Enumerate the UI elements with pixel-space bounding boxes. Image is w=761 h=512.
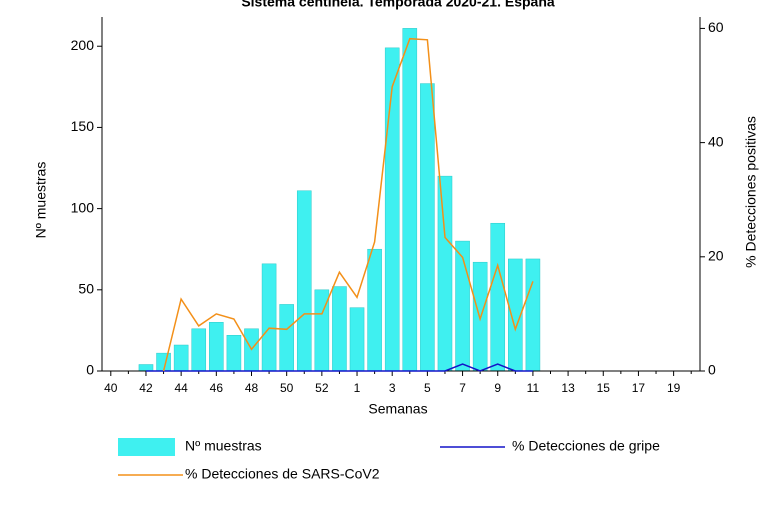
bar xyxy=(402,28,418,372)
y2-tick-label: 0 xyxy=(708,362,716,378)
bar xyxy=(525,258,541,372)
y-tick-label: 200 xyxy=(71,37,95,53)
line xyxy=(162,37,534,372)
bar xyxy=(332,286,347,372)
bar xyxy=(437,175,453,372)
x-tick-label: 42 xyxy=(139,381,153,395)
legend-label: % Detecciones de gripe xyxy=(512,438,660,454)
x-tick-label: 9 xyxy=(494,381,501,395)
bar xyxy=(455,240,470,372)
x-tick-label: 15 xyxy=(597,381,611,395)
bar xyxy=(490,222,506,372)
y-tick-label: 150 xyxy=(71,118,95,134)
legend-label: % Detecciones de SARS-CoV2 xyxy=(185,466,380,482)
line xyxy=(146,363,533,372)
x-axis-label: Semanas xyxy=(368,401,427,417)
x-tick-label: 46 xyxy=(210,381,224,395)
x-tick-label: 3 xyxy=(389,381,396,395)
x-tick-label: 19 xyxy=(667,381,681,395)
bar xyxy=(367,248,382,372)
bar xyxy=(279,304,294,372)
bar xyxy=(261,263,277,372)
x-tick-label: 40 xyxy=(104,381,118,395)
y2-tick-label: 60 xyxy=(708,19,724,35)
bar xyxy=(191,328,207,372)
chart-title: Sistema centinela. Temporada 2020-21. Es… xyxy=(241,0,555,10)
x-tick-label: 50 xyxy=(280,381,294,395)
y-tick-label: 0 xyxy=(86,362,94,378)
x-tick-label: 17 xyxy=(632,381,646,395)
x-tick-label: 48 xyxy=(245,381,259,395)
y2-tick-label: 40 xyxy=(708,133,724,149)
bar xyxy=(226,335,242,372)
y-axis-label: Nº muestras xyxy=(33,162,49,239)
bar xyxy=(209,322,224,372)
bar xyxy=(138,364,154,372)
y2-tick-label: 20 xyxy=(708,248,724,264)
legend-label: Nº muestras xyxy=(185,438,262,454)
bar xyxy=(420,83,435,372)
bar xyxy=(173,344,189,372)
x-tick-label: 44 xyxy=(174,381,188,395)
x-tick-label: 52 xyxy=(315,381,329,395)
bar xyxy=(296,190,312,372)
x-tick-label: 13 xyxy=(561,381,575,395)
bar xyxy=(384,47,400,372)
x-tick-label: 1 xyxy=(354,381,361,395)
y-tick-label: 50 xyxy=(78,281,94,297)
bar xyxy=(349,307,365,372)
x-tick-label: 11 xyxy=(527,381,540,395)
y2-axis-label: % Detecciones positivas xyxy=(743,116,759,268)
x-tick-label: 7 xyxy=(459,381,466,395)
legend-swatch xyxy=(118,438,175,456)
x-tick-label: 5 xyxy=(424,381,431,395)
y-tick-label: 100 xyxy=(71,199,95,215)
